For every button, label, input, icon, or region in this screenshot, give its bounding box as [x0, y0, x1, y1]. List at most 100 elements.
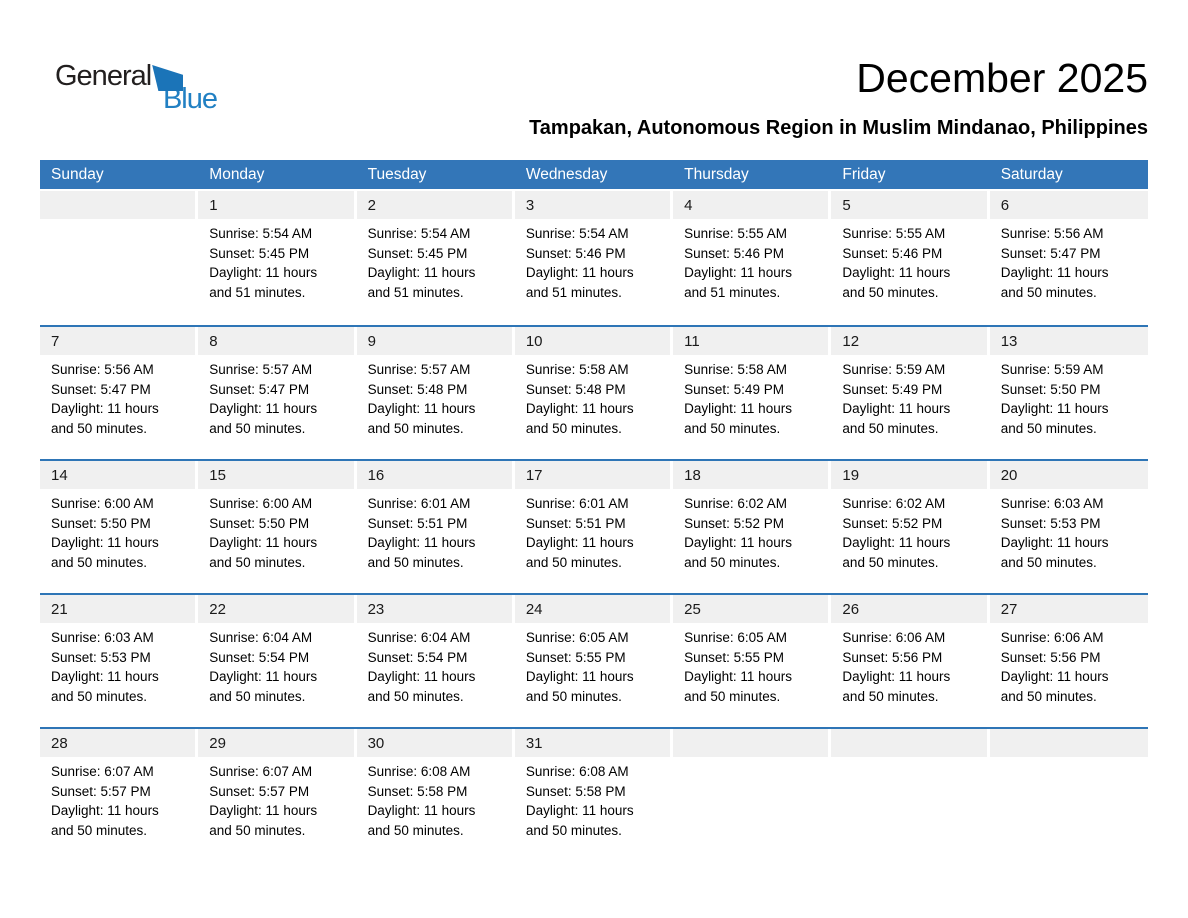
sunset-text: Sunset: 5:48 PM — [367, 381, 468, 397]
day-cell-empty — [673, 729, 831, 861]
day-number: 24 — [525, 600, 543, 618]
day-number-strip: 14 — [40, 461, 196, 489]
day-details: Sunrise: 5:57 AM Sunset: 5:48 PM Daylight:… — [357, 355, 515, 438]
day-details: Sunrise: 5:56 AM Sunset: 5:47 PM Daylight:… — [40, 355, 198, 438]
daylight-text-line2: and 50 minutes. — [842, 420, 939, 436]
sunrise-text: Sunrise: 5:57 AM — [209, 362, 313, 377]
daylight-text-line2: and 50 minutes. — [367, 822, 464, 838]
logo-top-row: General — [55, 62, 201, 91]
day-number: 3 — [525, 196, 535, 214]
weekday-header-row: Sunday Monday Tuesday Wednesday Thursday… — [40, 160, 1148, 189]
day-details — [831, 757, 989, 762]
day-cell-29: 29 Sunrise: 6:07 AM Sunset: 5:57 PM Dayligh… — [198, 729, 356, 861]
day-number: 18 — [684, 466, 701, 484]
daylight-text-line1: Daylight: 11 hours — [525, 265, 634, 280]
day-cell-17: 17 Sunrise: 6:01 AM Sunset: 5:51 PM Dayligh… — [514, 461, 673, 593]
sunrise-text: Sunrise: 6:06 AM — [1000, 630, 1104, 645]
sunset-text: Sunset: 5:49 PM — [684, 381, 784, 397]
daylight-text-line1: Daylight: 11 hours — [684, 401, 792, 416]
day-number: 1 — [209, 196, 218, 214]
daylight-text-line2: and 50 minutes. — [51, 822, 148, 838]
daylight-text-line1: Daylight: 11 hours — [842, 669, 951, 684]
day-details: Sunrise: 5:58 AM Sunset: 5:49 PM Daylight:… — [673, 355, 831, 438]
daylight-text-line2: and 50 minutes. — [684, 420, 781, 436]
day-details — [673, 757, 831, 762]
sunset-text: Sunset: 5:47 PM — [1000, 245, 1101, 261]
day-details: Sunrise: 5:54 AM Sunset: 5:46 PM Daylight:… — [515, 219, 673, 302]
day-cell-23: 23 Sunrise: 6:04 AM Sunset: 5:54 PM Dayligh… — [356, 595, 515, 727]
daylight-text-line1: Daylight: 11 hours — [1000, 401, 1109, 416]
day-number-strip: 1 — [198, 191, 354, 219]
day-number-strip: 28 — [40, 729, 196, 757]
day-cell-9: 9 Sunrise: 5:57 AM Sunset: 5:48 PM Daylight… — [356, 327, 515, 459]
day-number-strip — [673, 729, 829, 757]
week-row: 7 Sunrise: 5:56 AM Sunset: 5:47 PM Daylight… — [40, 325, 1148, 459]
day-number-strip: 19 — [831, 461, 987, 489]
day-cell-3: 3 Sunrise: 5:54 AM Sunset: 5:46 PM Daylight… — [514, 191, 673, 325]
day-cell-10: 10 Sunrise: 5:58 AM Sunset: 5:48 PM Dayligh… — [514, 327, 673, 459]
weekday-header-friday: Friday — [842, 165, 886, 183]
page-title-month-year: December 2025 — [856, 55, 1148, 101]
sunset-text: Sunset: 5:50 PM — [51, 515, 151, 531]
sunrise-text: Sunrise: 5:55 AM — [842, 226, 946, 241]
day-number-strip: 4 — [673, 191, 829, 219]
day-number: 30 — [367, 734, 385, 752]
day-cell-14: 14 Sunrise: 6:00 AM Sunset: 5:50 PM Dayligh… — [40, 461, 198, 593]
day-details: Sunrise: 6:06 AM Sunset: 5:56 PM Daylight:… — [831, 623, 989, 706]
daylight-text-line2: and 50 minutes. — [209, 688, 306, 704]
day-number-strip: 7 — [40, 327, 196, 355]
sunrise-text: Sunrise: 5:55 AM — [684, 226, 787, 241]
daylight-text-line2: and 51 minutes. — [684, 284, 781, 300]
day-number-strip: 11 — [673, 327, 829, 355]
day-number: 17 — [525, 466, 543, 484]
sunrise-text: Sunrise: 6:07 AM — [209, 764, 313, 779]
day-cell-7: 7 Sunrise: 5:56 AM Sunset: 5:47 PM Daylight… — [40, 327, 198, 459]
daylight-text-line1: Daylight: 11 hours — [842, 535, 951, 550]
day-cell-27: 27 Sunrise: 6:06 AM Sunset: 5:56 PM Dayligh… — [989, 595, 1148, 727]
daylight-text-line2: and 50 minutes. — [1000, 420, 1097, 436]
sunrise-text: Sunrise: 6:03 AM — [51, 630, 154, 645]
day-number: 5 — [842, 196, 851, 214]
day-number-strip: 13 — [989, 327, 1148, 355]
daylight-text-line2: and 50 minutes. — [525, 554, 622, 570]
weekday-header-sunday: Sunday — [51, 165, 104, 183]
sunrise-text: Sunrise: 5:59 AM — [842, 362, 946, 377]
daylight-text-line2: and 50 minutes. — [1000, 554, 1097, 570]
day-number-strip: 3 — [514, 191, 671, 219]
sunrise-text: Sunrise: 6:05 AM — [684, 630, 787, 645]
sunset-text: Sunset: 5:51 PM — [525, 515, 626, 531]
day-details: Sunrise: 6:05 AM Sunset: 5:55 PM Daylight:… — [515, 623, 673, 706]
day-number: 8 — [209, 332, 218, 350]
day-number-strip: 25 — [673, 595, 829, 623]
daylight-text-line1: Daylight: 11 hours — [367, 265, 476, 280]
day-number-strip: 23 — [356, 595, 512, 623]
day-details: Sunrise: 6:07 AM Sunset: 5:57 PM Daylight:… — [40, 757, 198, 840]
day-number: 29 — [209, 734, 226, 752]
daylight-text-line1: Daylight: 11 hours — [51, 669, 159, 684]
day-details: Sunrise: 6:08 AM Sunset: 5:58 PM Daylight:… — [357, 757, 515, 840]
daylight-text-line1: Daylight: 11 hours — [209, 265, 318, 280]
sunrise-text: Sunrise: 6:06 AM — [842, 630, 946, 645]
page-subtitle-location: Tampakan, Autonomous Region in Muslim Mi… — [529, 117, 1148, 139]
logo-general-text: General — [55, 60, 152, 92]
day-number-strip: 2 — [356, 191, 512, 219]
day-number: 21 — [51, 600, 68, 618]
week-row: 14 Sunrise: 6:00 AM Sunset: 5:50 PM Dayligh… — [40, 459, 1148, 593]
sunrise-text: Sunrise: 6:02 AM — [684, 496, 787, 511]
sunset-text: Sunset: 5:45 PM — [367, 245, 468, 261]
week-row: 21 Sunrise: 6:03 AM Sunset: 5:53 PM Dayligh… — [40, 593, 1148, 727]
day-details: Sunrise: 5:54 AM Sunset: 5:45 PM Daylight:… — [198, 219, 356, 302]
day-details: Sunrise: 5:56 AM Sunset: 5:47 PM Daylight:… — [990, 219, 1148, 302]
daylight-text-line1: Daylight: 11 hours — [525, 803, 634, 818]
day-details: Sunrise: 6:04 AM Sunset: 5:54 PM Daylight:… — [357, 623, 515, 706]
sunrise-text: Sunrise: 5:59 AM — [1000, 362, 1104, 377]
sunrise-text: Sunrise: 6:01 AM — [525, 496, 629, 511]
day-details: Sunrise: 6:02 AM Sunset: 5:52 PM Daylight:… — [831, 489, 989, 572]
daylight-text-line2: and 50 minutes. — [525, 688, 622, 704]
sunrise-text: Sunrise: 6:04 AM — [209, 630, 313, 645]
daylight-text-line2: and 50 minutes. — [209, 822, 306, 838]
day-cell-30: 30 Sunrise: 6:08 AM Sunset: 5:58 PM Dayligh… — [356, 729, 515, 861]
day-number-strip: 31 — [514, 729, 671, 757]
daylight-text-line2: and 51 minutes. — [525, 284, 622, 300]
daylight-text-line1: Daylight: 11 hours — [525, 401, 634, 416]
